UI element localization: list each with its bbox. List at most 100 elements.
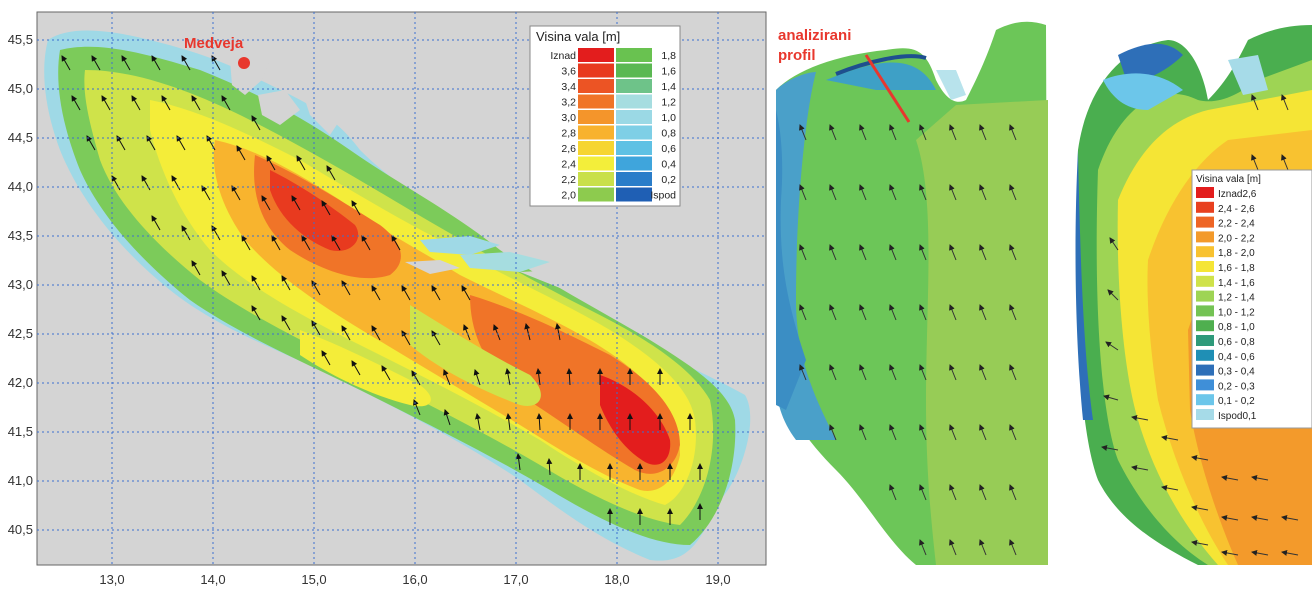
legend-label: 2,0 - 2,2 xyxy=(1218,233,1255,244)
legend-label: 1,8 - 2,0 xyxy=(1218,248,1255,259)
y-axis-ticks: 45,5 45,0 44,5 44,0 43,5 43,0 42,5 42,0 … xyxy=(8,32,33,537)
wave-height-detail-map-profile: analizirani profil xyxy=(776,0,1056,592)
legend-label: 0,6 - 0,8 xyxy=(1218,337,1255,348)
map-grid-lines xyxy=(37,12,766,565)
legend-label: 2,2 xyxy=(561,174,576,186)
legend-swatch xyxy=(578,94,614,109)
legend-swatch xyxy=(1196,201,1214,213)
legend-label: 0,1 - 0,2 xyxy=(1218,396,1255,407)
x-tick: 18,0 xyxy=(604,572,629,587)
y-tick: 45,5 xyxy=(8,32,33,47)
legend-swatch xyxy=(1196,349,1214,361)
y-tick: 41,0 xyxy=(8,473,33,488)
legend-rows: Iznad 1,8 3,6 1,6 3,4 1,4 3,2 1,2 3,0 1,0 2,8 0,8 2,… xyxy=(550,48,676,202)
legend-swatch xyxy=(578,79,614,93)
legend-label: Iznad2,6 xyxy=(1218,189,1257,200)
medveja-marker xyxy=(238,57,250,69)
legend-label: 1,8 xyxy=(661,50,676,62)
legend-label: 3,2 xyxy=(561,97,576,109)
legend-label: 3,4 xyxy=(561,81,576,93)
y-tick: 41,5 xyxy=(8,424,33,439)
legend-label: 1,0 - 1,2 xyxy=(1218,307,1255,318)
legend-rows: Iznad2,6 2,4 - 2,6 2,2 - 2,4 2,0 - 2,2 1,8 -… xyxy=(1196,187,1257,422)
adriatic-sea-field xyxy=(44,30,751,561)
legend-label: 1,0 xyxy=(661,112,676,124)
x-tick: 13,0 xyxy=(99,572,124,587)
wave-direction-arrows xyxy=(799,124,1017,556)
legend-swatch xyxy=(1196,275,1214,287)
legend-swatch xyxy=(1196,246,1214,258)
legend-swatch xyxy=(616,125,652,140)
y-tick: 40,5 xyxy=(8,522,33,537)
wave-height-legend: Visina vala [m] Iznad 1,8 3,6 1,6 3,4 1,4 3,2 1… xyxy=(529,25,681,207)
legend-swatch xyxy=(1196,305,1214,317)
legend-label: 1,2 - 1,4 xyxy=(1218,293,1255,304)
legend-swatch xyxy=(578,187,614,202)
legend-label: 1,6 xyxy=(661,66,676,78)
y-tick: 42,5 xyxy=(8,326,33,341)
legend-label: 0,4 xyxy=(661,159,676,171)
legend-swatch xyxy=(1196,409,1214,420)
legend-label: Iznad xyxy=(550,50,576,62)
wave-direction-arrows xyxy=(1101,94,1299,556)
wave-height-map-adriatic: 45,5 45,0 44,5 44,0 43,5 43,0 42,5 42,0 … xyxy=(8,11,767,587)
legend-swatch xyxy=(578,141,614,155)
x-axis-ticks: 13,0 14,0 15,0 16,0 17,0 18,0 19,0 xyxy=(99,572,730,587)
legend-label: 0,8 - 1,0 xyxy=(1218,322,1255,333)
legend-swatch xyxy=(616,156,652,171)
legend-label: 0,2 xyxy=(661,174,676,186)
legend-label: 0,8 xyxy=(661,128,676,140)
x-tick: 15,0 xyxy=(301,572,326,587)
legend-label: 2,0 xyxy=(561,190,576,202)
legend-swatch xyxy=(616,79,652,93)
legend-label: 2,8 xyxy=(561,128,576,140)
legend-label: 0,6 xyxy=(661,143,676,155)
legend-label: Ispod0,1 xyxy=(1218,411,1257,422)
legend-label: 0,3 - 0,4 xyxy=(1218,367,1255,378)
legend-swatch xyxy=(1196,231,1214,243)
legend-swatch xyxy=(616,63,652,78)
x-tick: 16,0 xyxy=(402,572,427,587)
legend-label: 3,0 xyxy=(561,112,576,124)
legend-swatch xyxy=(1196,216,1214,228)
legend-swatch xyxy=(616,110,652,124)
legend-label: 1,6 - 1,8 xyxy=(1218,263,1255,274)
legend-swatch xyxy=(1196,187,1214,198)
legend-swatch xyxy=(616,94,652,109)
wave-height-detail-map-storm: Visina vala [m] Iznad2,6 2,4 - 2,6 2,2 - 2… xyxy=(1058,0,1312,592)
legend-swatch xyxy=(578,110,614,124)
legend-swatch xyxy=(1196,379,1214,391)
legend-label: 1,4 - 1,6 xyxy=(1218,278,1255,289)
legend-swatch xyxy=(578,63,614,78)
legend-title: Visina vala [m] xyxy=(536,29,620,44)
annotation-line-1: analizirani xyxy=(778,27,851,44)
y-tick: 44,0 xyxy=(8,179,33,194)
legend-swatch xyxy=(578,125,614,140)
legend-label: 1,4 xyxy=(661,81,676,93)
x-tick: 19,0 xyxy=(705,572,730,587)
legend-swatch xyxy=(578,156,614,171)
y-tick: 44,5 xyxy=(8,130,33,145)
legend-swatch xyxy=(1196,261,1214,272)
legend-swatch xyxy=(1196,335,1214,346)
y-tick: 42,0 xyxy=(8,375,33,390)
y-tick: 43,0 xyxy=(8,277,33,292)
y-tick: 45,0 xyxy=(8,81,33,96)
legend-label: 2,2 - 2,4 xyxy=(1218,219,1255,230)
legend-swatch xyxy=(1196,290,1214,302)
legend-swatch xyxy=(578,48,614,62)
legend-label: 0,2 - 0,3 xyxy=(1218,381,1255,392)
legend-swatch xyxy=(1196,364,1214,376)
y-tick: 43,5 xyxy=(8,228,33,243)
legend-swatch xyxy=(616,48,652,62)
legend-label: 1,2 xyxy=(661,97,676,109)
annotation-line-2: profil xyxy=(778,47,816,64)
legend-title: Visina vala [m] xyxy=(1196,174,1261,185)
analyzed-profile-line xyxy=(864,54,911,123)
legend-swatch xyxy=(616,187,652,202)
legend-swatch xyxy=(1196,394,1214,406)
legend-swatch xyxy=(616,141,652,155)
legend-label: 0,4 - 0,6 xyxy=(1218,352,1255,363)
legend-swatch xyxy=(1196,320,1214,332)
x-tick: 14,0 xyxy=(200,572,225,587)
